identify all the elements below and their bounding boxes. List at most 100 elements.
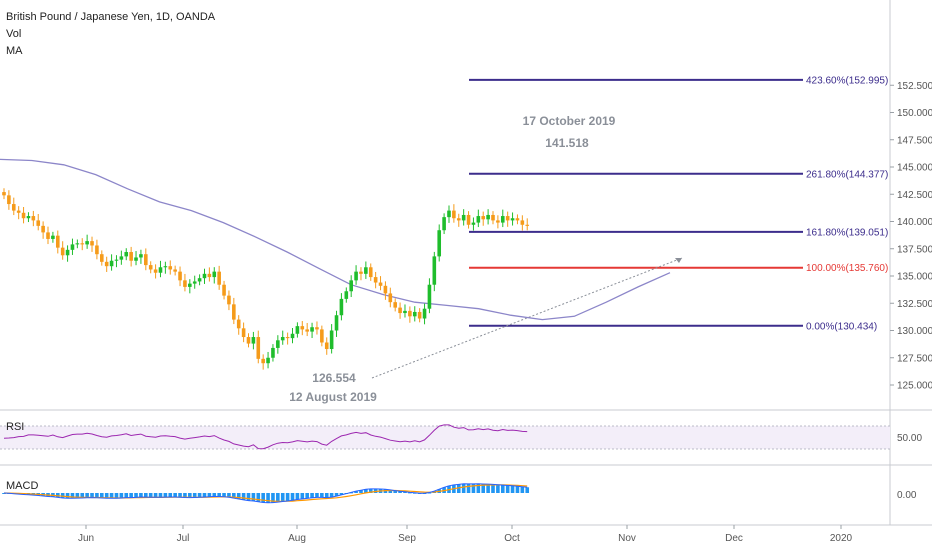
candle-body[interactable] <box>290 333 295 339</box>
candle-body[interactable] <box>491 214 495 221</box>
moving-average-indicator-label[interactable]: MA <box>6 45 23 57</box>
candle-body[interactable] <box>21 212 26 219</box>
candle-body[interactable] <box>364 267 368 274</box>
candle-body[interactable] <box>114 259 119 261</box>
trend-line[interactable] <box>371 257 683 379</box>
candle-body[interactable] <box>481 216 486 220</box>
candle-body[interactable] <box>104 261 109 267</box>
candle-body[interactable] <box>60 247 65 256</box>
candle-body[interactable] <box>41 225 45 233</box>
candle-body[interactable] <box>119 256 124 260</box>
candle-body[interactable] <box>261 358 265 364</box>
candle-body[interactable] <box>153 269 158 273</box>
candle-body[interactable] <box>11 204 16 211</box>
candle-body[interactable] <box>217 271 221 285</box>
candle-body[interactable] <box>246 337 251 344</box>
candle-body[interactable] <box>183 280 187 287</box>
price-axis[interactable]: 125.000 127.500 130.000 132.500 135.000 137.5… <box>890 81 932 392</box>
candlestick-series[interactable] <box>2 188 530 370</box>
candle-body[interactable] <box>324 342 329 350</box>
candle-body[interactable] <box>192 281 197 284</box>
candle-body[interactable] <box>256 337 261 359</box>
candle-body[interactable] <box>163 266 168 268</box>
candle-body[interactable] <box>500 216 505 223</box>
candle-body[interactable] <box>359 271 363 274</box>
candle-body[interactable] <box>310 327 314 332</box>
candle-body[interactable] <box>134 257 138 261</box>
candle-body[interactable] <box>100 254 104 262</box>
candle-body[interactable] <box>398 307 402 314</box>
candle-body[interactable] <box>403 310 407 314</box>
candle-body[interactable] <box>393 302 397 308</box>
candle-body[interactable] <box>373 277 378 283</box>
candle-body[interactable] <box>496 220 500 223</box>
candle-body[interactable] <box>388 293 393 303</box>
candle-body[interactable] <box>510 218 515 221</box>
candle-body[interactable] <box>16 210 21 213</box>
candle-body[interactable] <box>236 319 241 329</box>
candle-body[interactable] <box>139 254 143 258</box>
candle-body[interactable] <box>173 269 177 272</box>
candle-body[interactable] <box>26 216 31 219</box>
candle-body[interactable] <box>417 311 422 319</box>
rsi-line[interactable] <box>3 424 528 450</box>
candle-body[interactable] <box>51 235 55 239</box>
candle-body[interactable] <box>520 220 525 225</box>
candle-body[interactable] <box>383 285 388 294</box>
candle-body[interactable] <box>109 260 114 267</box>
candle-body[interactable] <box>276 340 280 348</box>
candle-body[interactable] <box>241 328 246 338</box>
moving-average-line[interactable] <box>0 158 671 321</box>
candle-body[interactable] <box>427 284 432 309</box>
candle-body[interactable] <box>148 265 153 270</box>
candle-body[interactable] <box>344 291 349 299</box>
candle-body[interactable] <box>129 252 133 261</box>
candle-body[interactable] <box>95 245 99 255</box>
candle-body[interactable] <box>168 266 173 270</box>
candle-body[interactable] <box>349 280 353 292</box>
candle-body[interactable] <box>320 329 324 343</box>
candle-body[interactable] <box>329 330 334 350</box>
candle-body[interactable] <box>70 244 75 250</box>
candle-body[interactable] <box>227 295 231 305</box>
macd-line[interactable] <box>3 483 528 504</box>
candle-body[interactable] <box>354 271 358 281</box>
candle-body[interactable] <box>442 217 446 231</box>
candle-body[interactable] <box>2 192 6 196</box>
candle-body[interactable] <box>315 327 319 330</box>
candle-body[interactable] <box>339 298 344 316</box>
candle-body[interactable] <box>300 326 305 330</box>
candle-body[interactable] <box>280 337 285 341</box>
candle-body[interactable] <box>80 243 85 245</box>
candle-body[interactable] <box>232 304 236 320</box>
candle-body[interactable] <box>7 195 11 205</box>
candle-body[interactable] <box>202 273 207 279</box>
candle-body[interactable] <box>408 310 412 317</box>
candle-body[interactable] <box>188 283 192 287</box>
time-axis[interactable]: Jun Jul Aug Sep Oct Nov Dec 2020 <box>78 525 853 544</box>
candle-body[interactable] <box>368 267 373 278</box>
candle-body[interactable] <box>271 347 275 358</box>
candle-body[interactable] <box>222 284 226 296</box>
candle-body[interactable] <box>124 252 129 257</box>
candle-body[interactable] <box>65 249 70 256</box>
candle-body[interactable] <box>266 357 270 364</box>
candle-body[interactable] <box>432 256 437 285</box>
candle-body[interactable] <box>515 218 520 221</box>
candle-body[interactable] <box>295 326 300 334</box>
candle-body[interactable] <box>90 241 94 246</box>
candle-body[interactable] <box>36 220 41 226</box>
fibonacci-extension[interactable]: 0.00%(130.434) 100.00%(135.760) 161.80%(13… <box>469 75 888 332</box>
candle-body[interactable] <box>75 243 80 245</box>
candle-body[interactable] <box>334 315 339 331</box>
candle-body[interactable] <box>85 241 89 245</box>
candle-body[interactable] <box>412 311 417 317</box>
candle-body[interactable] <box>178 271 182 281</box>
candle-body[interactable] <box>158 267 163 273</box>
candle-body[interactable] <box>422 308 427 319</box>
candle-body[interactable] <box>55 235 60 248</box>
candle-body[interactable] <box>46 232 50 239</box>
candle-body[interactable] <box>207 273 212 278</box>
candle-body[interactable] <box>525 224 530 226</box>
volume-indicator-label[interactable]: Vol <box>6 28 21 40</box>
